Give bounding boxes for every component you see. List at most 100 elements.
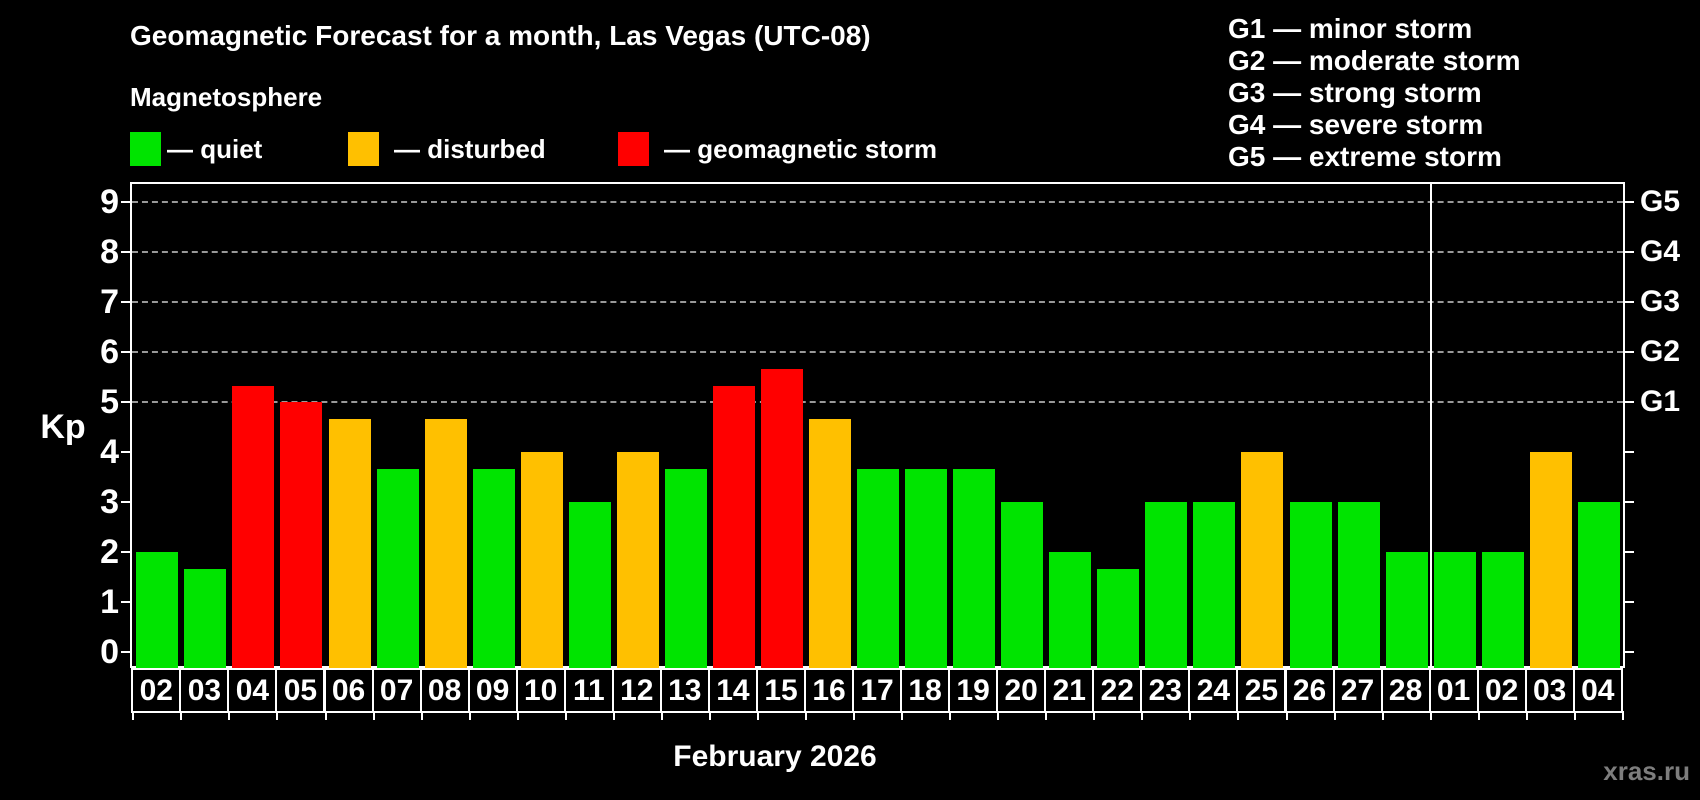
month-label: February 2026	[673, 740, 877, 773]
kp-bar-feb-11	[568, 502, 611, 668]
day-cell-feb-24: 24	[1188, 668, 1239, 713]
right-tick	[1625, 651, 1634, 653]
y-tick	[121, 351, 130, 353]
y-tick	[121, 501, 130, 503]
kp-bar-feb-10	[520, 452, 563, 668]
kp-bar-feb-20	[1001, 502, 1044, 668]
storm-legend-label: — geomagnetic storm	[664, 134, 938, 164]
day-cell-feb-09: 09	[467, 668, 518, 713]
x-axis-tick	[1045, 711, 1048, 720]
g-level-label-g4: G4	[1640, 235, 1681, 268]
watermark: xras.ru	[1603, 756, 1690, 786]
day-cell-feb-04: 04	[227, 668, 278, 713]
x-axis-tick	[805, 711, 807, 720]
y-tick-label: 8	[100, 233, 119, 271]
disturbed-legend-label: — disturbed	[394, 134, 546, 164]
x-axis-tick	[1573, 711, 1576, 720]
day-cell-feb-28: 28	[1380, 668, 1431, 713]
g-level-label-g1: G1	[1640, 385, 1681, 418]
g-level-label-g3: G3	[1640, 285, 1681, 318]
kp-bar-feb-19	[953, 468, 996, 668]
kp-bar-feb-27	[1337, 502, 1380, 668]
gridline-kp8	[132, 251, 1623, 253]
kp-bar-feb-02	[136, 552, 179, 668]
kp-bar-feb-25	[1241, 452, 1284, 668]
x-axis-tick	[1237, 711, 1240, 720]
x-axis-tick	[660, 711, 663, 720]
day-cell-feb-06: 06	[323, 668, 374, 713]
kp-bar-mar-04	[1577, 502, 1620, 668]
kp-axis-title: Kp	[40, 408, 86, 446]
gridline-kp6	[132, 351, 1623, 353]
magnetosphere-subtitle: Magnetosphere	[130, 82, 323, 112]
x-axis-tick	[228, 711, 231, 720]
x-axis-tick	[132, 711, 135, 720]
y-tick-label: 6	[100, 333, 119, 371]
right-tick	[1625, 551, 1634, 553]
g3-legend-line: G3 — strong storm	[1228, 77, 1482, 108]
y-tick	[121, 651, 130, 653]
y-tick	[121, 551, 130, 553]
y-tick-label: 5	[100, 383, 119, 421]
quiet-legend-label: — quiet	[167, 134, 263, 164]
y-tick	[121, 301, 130, 303]
g-scale-legend: G1 — minor storm G2 — moderate storm G3 …	[1228, 13, 1521, 173]
x-axis-tick	[324, 711, 327, 720]
y-tick-label: 1	[100, 583, 119, 621]
y-tick	[121, 201, 130, 203]
x-axis-tick	[564, 711, 567, 720]
disturbed-swatch-icon	[348, 132, 379, 166]
kp-bar-feb-16	[809, 418, 851, 668]
day-cell-feb-05: 05	[275, 668, 326, 713]
kp-bar-feb-17	[857, 468, 899, 668]
kp-bar-feb-23	[1145, 502, 1188, 668]
day-cell-feb-17: 17	[852, 668, 902, 713]
day-cell-feb-11: 11	[563, 668, 614, 713]
g-level-label-g5: G5	[1640, 185, 1681, 218]
day-cell-feb-23: 23	[1140, 668, 1191, 713]
x-axis-tick	[420, 711, 423, 720]
x-axis-tick	[997, 711, 1000, 720]
x-axis-tick	[516, 711, 519, 720]
x-axis-tick	[708, 711, 711, 720]
right-tick	[1625, 401, 1634, 403]
day-cell-feb-10: 10	[515, 668, 566, 713]
gridline-kp7	[132, 301, 1623, 303]
y-tick-label: 7	[100, 283, 119, 321]
kp-bar-feb-22	[1097, 568, 1140, 668]
day-cell-feb-19: 19	[948, 668, 999, 713]
kp-bar-feb-05	[280, 402, 323, 668]
right-tick	[1625, 201, 1634, 203]
day-cell-feb-12: 12	[611, 668, 662, 713]
y-tick-label: 9	[100, 183, 119, 221]
day-cell-feb-15: 15	[756, 668, 806, 713]
y-tick	[121, 451, 130, 453]
x-axis-tick	[853, 711, 855, 720]
y-tick-label: 0	[100, 633, 119, 671]
g4-legend-line: G4 — severe storm	[1228, 109, 1484, 140]
kp-bar-feb-04	[232, 385, 275, 668]
day-cell-feb-14: 14	[707, 668, 758, 713]
kp-bar-feb-21	[1049, 552, 1092, 668]
x-axis-tick	[276, 711, 279, 720]
day-cell-mar-03: 03	[1524, 668, 1575, 713]
x-axis-tick	[1477, 711, 1480, 720]
y-tick-label: 2	[100, 533, 119, 571]
x-axis-tick	[1189, 711, 1192, 720]
day-cell-feb-07: 07	[371, 668, 422, 713]
kp-bar-feb-12	[616, 452, 659, 668]
y-tick	[121, 251, 130, 253]
right-tick	[1625, 301, 1634, 303]
g1-legend-line: G1 — minor storm	[1228, 13, 1473, 44]
kp-bar-mar-01	[1433, 552, 1476, 668]
kp-bar-feb-14	[712, 385, 755, 668]
kp-bar-feb-18	[905, 468, 948, 668]
day-cell-feb-25: 25	[1236, 668, 1287, 713]
y-tick-label: 3	[100, 483, 119, 521]
x-axis-tick	[949, 711, 952, 720]
g-level-label-g2: G2	[1640, 335, 1681, 368]
right-tick	[1625, 601, 1634, 603]
kp-bar-feb-07	[376, 468, 419, 668]
kp-bar-mar-03	[1529, 452, 1572, 668]
